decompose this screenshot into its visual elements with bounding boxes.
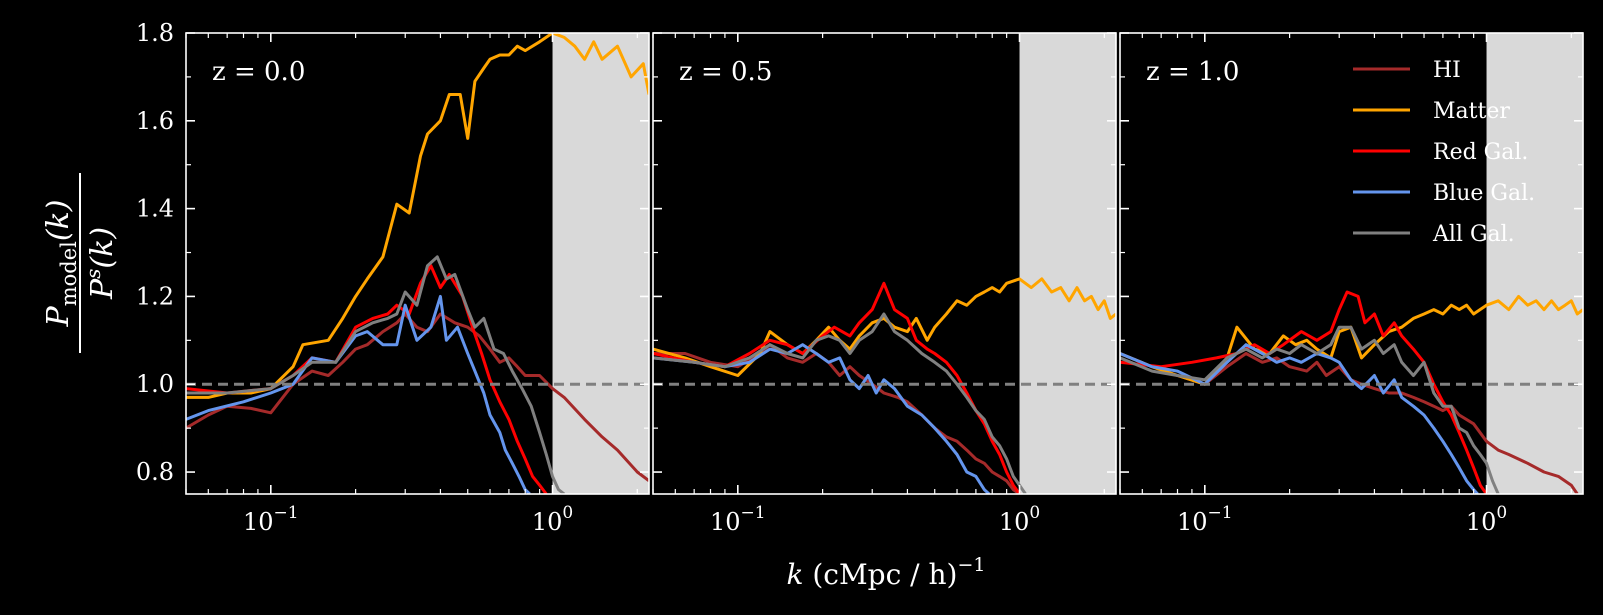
y-label-denominator: Ps(k): [81, 227, 120, 300]
shaded-region: [1486, 33, 1583, 494]
series-line-matter: [1120, 294, 1583, 386]
series-line-hi: [1120, 352, 1579, 494]
x-label-text: k (cMpc / h)−1: [787, 554, 986, 591]
series-line-matter: [186, 33, 649, 399]
series-line-red-gal: [653, 281, 1021, 494]
x-tick-label: 100: [1466, 503, 1507, 536]
legend: HI Matter Red Gal. Blue Gal. All Gal.: [1353, 58, 1535, 247]
x-tick-label: 100: [532, 503, 573, 536]
panel-3: 10−1 100 z = 1.0: [1119, 32, 1584, 536]
series-line-hi: [186, 312, 649, 482]
x-tick-label: 100: [999, 503, 1040, 536]
y-label-numerator: Pmodel(k): [41, 200, 81, 328]
x-tick-label: 10−1: [710, 503, 766, 536]
panel-1: 10−1 100 z = 0.0: [185, 32, 650, 536]
legend-label: Matter: [1433, 99, 1510, 124]
legend-label: All Gal.: [1432, 222, 1515, 247]
y-tick-labels: 0.8 1.0 1.2 1.4 1.6 1.8: [136, 19, 174, 486]
x-tick-label: 10−1: [1177, 503, 1233, 536]
series-lines: [186, 33, 649, 494]
series-line-all-gal: [653, 312, 1027, 494]
legend-label: Blue Gal.: [1433, 181, 1535, 206]
legend-label: HI: [1433, 58, 1461, 83]
x-axis-label: k (cMpc / h)−1: [787, 554, 986, 591]
legend-label: Red Gal.: [1433, 140, 1528, 165]
y-tick-label: 1.6: [136, 107, 174, 135]
y-tick-label: 1.4: [136, 195, 174, 223]
y-tick-label: 1.8: [136, 19, 174, 47]
series-line-blue-gal: [186, 294, 531, 494]
series-line-all-gal: [186, 255, 566, 494]
y-tick-label: 1.2: [136, 282, 174, 310]
panel-frame: [1119, 32, 1584, 495]
panel-2: 10−1 100 z = 0.5: [652, 32, 1117, 536]
series-lines: [1120, 290, 1583, 494]
y-axis-label: Pmodel(k)Ps(k): [41, 173, 120, 353]
shaded-region: [552, 33, 649, 494]
panel-frame: [185, 32, 650, 495]
series-line-blue-gal: [653, 343, 991, 494]
x-tick-label: 10−1: [243, 503, 299, 536]
y-tick-label: 0.8: [136, 458, 174, 486]
shaded-region: [1019, 33, 1116, 494]
panels: 10−1 100 z = 0.0 10−1 100 z = 0.5 10−1 100 z = 1…: [185, 32, 1584, 536]
series-line-all-gal: [1120, 325, 1500, 494]
y-label-fraction: Pmodel(k)Ps(k): [41, 173, 120, 353]
series-lines: [653, 277, 1116, 494]
panel-frame: [652, 32, 1117, 495]
y-tick-label: 1.0: [136, 370, 174, 398]
panel-title: z = 0.0: [212, 57, 305, 87]
panel-title: z = 1.0: [1146, 57, 1239, 87]
panel-title: z = 0.5: [679, 57, 772, 87]
